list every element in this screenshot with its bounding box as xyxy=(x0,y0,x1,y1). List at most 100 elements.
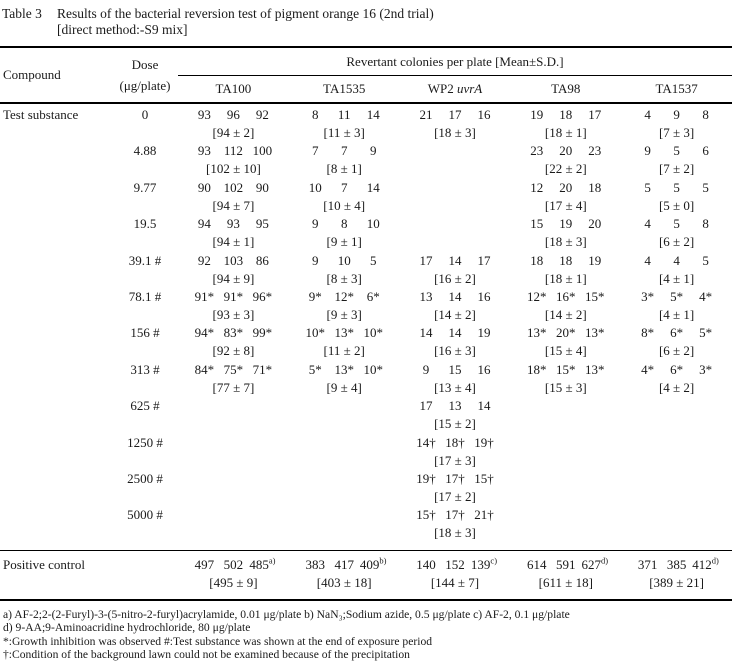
replicate-value: 6* xyxy=(366,288,380,304)
replicate-values: 4 9 8 xyxy=(621,106,732,124)
replicate-value: 103 xyxy=(223,252,244,268)
strain-group-ta100 xyxy=(178,506,289,542)
replicate-value: 9 xyxy=(369,143,377,159)
strain-group-ta98 xyxy=(510,506,621,542)
mean-sd: [18 ± 1] xyxy=(544,125,587,140)
strain-group-ta100: 91* 91* 96* [93 ± 3] xyxy=(178,288,289,324)
mean-sd: [15 ± 2] xyxy=(434,416,476,432)
strain-group-ta1535: 5* 13* 10* [9 ± 4] xyxy=(289,361,400,397)
replicate-values: 7 7 9 xyxy=(289,142,400,160)
mean-sd: [92 ± 8] xyxy=(212,343,255,359)
strain-group-ta1535 xyxy=(289,397,400,433)
table-row: 2500 # 19† 17† 15† [17 ± 2] xyxy=(0,470,732,506)
mean-sd: [9 ± 4] xyxy=(326,379,362,395)
strain-group-ta98: 13* 20* 13* [15 ± 4] xyxy=(510,324,621,360)
table-row: 1250 # 14† 18† 19† [17 ± 3] xyxy=(0,434,732,470)
compound-cell xyxy=(0,397,112,433)
dose-cell: 1250 # xyxy=(127,434,163,450)
replicate-values: 140 152 139c) xyxy=(400,556,511,574)
footnote-marker-superscript: b) xyxy=(379,555,387,566)
strain-group-ta1535 xyxy=(289,434,400,470)
replicate-values: 5* 13* 10* xyxy=(289,361,400,379)
strain-group-ta1537: 4 9 8 [7 ± 3] xyxy=(621,106,732,142)
strain-group-ta1537: 9 5 6 [7 ± 2] xyxy=(621,142,732,178)
replicate-value: 591 xyxy=(556,556,576,572)
replicate-value: 19† xyxy=(416,470,436,486)
replicate-values: 8* 6* 5* xyxy=(621,324,732,342)
replicate-value: 14 xyxy=(448,288,462,304)
replicate-value: 96* xyxy=(252,288,273,304)
mean-sd: [15 ± 4] xyxy=(544,343,587,359)
table-caption: Results of the bacterial reversion test … xyxy=(57,6,732,38)
compound-cell xyxy=(0,361,112,397)
strain-group-ta100 xyxy=(178,397,289,433)
replicate-value: 4 xyxy=(644,216,651,232)
replicate-value: 9 xyxy=(311,216,319,232)
strain-group-ta98: 12 20 18 [17 ± 4] xyxy=(510,179,621,215)
replicate-value: 10 xyxy=(308,179,322,195)
mean-sd: [16 ± 2] xyxy=(434,270,476,286)
replicate-value: 21† xyxy=(474,507,494,523)
replicate-value: 18 xyxy=(559,107,573,122)
strain-group-wp2-uvra: 15† 17† 21† [18 ± 3] xyxy=(400,506,511,542)
strain-group-ta1537: 8* 6* 5* [6 ± 2] xyxy=(621,324,732,360)
mean-sd: [16 ± 3] xyxy=(434,343,476,359)
replicate-value: 20* xyxy=(556,325,576,341)
replicate-value: 5 xyxy=(673,143,680,159)
mean-sd: [9 ± 1] xyxy=(326,234,362,250)
strain-group-ta98: 18* 15* 13* [15 ± 3] xyxy=(510,361,621,397)
replicate-value: 17† xyxy=(445,507,465,523)
replicate-value: 9 xyxy=(422,361,430,377)
replicate-value: 16 xyxy=(477,361,491,377)
strain-group-ta98: 12* 16* 15* [14 ± 2] xyxy=(510,288,621,324)
table-body: Test substance 0 93 96 92 [94 ± 2] 8 11 14 [11 ± … xyxy=(0,104,732,550)
replicate-values: 19 18 17 xyxy=(510,106,621,124)
mean-sd: [11 ± 2] xyxy=(323,343,365,359)
replicate-value: 9 xyxy=(673,107,680,122)
dose-cell: 39.1 # xyxy=(128,252,162,268)
dose-cell: 313 # xyxy=(130,361,160,377)
replicate-values: 15 19 20 xyxy=(510,215,621,233)
replicate-value: 140 xyxy=(416,556,436,572)
strain-group-ta98: 614 591 627d) [611 ± 18] xyxy=(510,556,621,592)
replicate-value: 14 xyxy=(419,325,433,341)
strain-group-wp2-uvra: 17 14 17 [16 ± 2] xyxy=(400,252,511,288)
mean-sd: [94 ± 9] xyxy=(212,270,255,286)
dose-cell: 2500 # xyxy=(127,470,163,486)
replicate-values: 12* 16* 15* xyxy=(510,288,621,306)
replicate-value: 86 xyxy=(255,252,269,268)
replicate-values: 15† 17† 21† xyxy=(400,506,511,524)
strain-group-ta1535 xyxy=(289,506,400,542)
table-row: 156 #94* 83* 99* [92 ± 8] 10* 13* 10* [11 ± 2] 1… xyxy=(0,324,732,360)
replicate-value: 84* xyxy=(194,361,215,377)
replicate-value: 23 xyxy=(530,143,544,159)
replicate-value: 6 xyxy=(702,143,709,159)
replicate-value: 91* xyxy=(223,288,244,304)
replicate-value: 5 xyxy=(702,179,709,195)
strain-group-wp2-uvra xyxy=(400,215,511,251)
replicate-value: 8 xyxy=(311,107,319,122)
replicate-values: 8 11 14 xyxy=(289,106,400,124)
replicate-value: 15 xyxy=(448,361,462,377)
mean-sd: [403 ± 18] xyxy=(316,574,372,590)
compound-cell xyxy=(0,434,112,470)
footnote-line-4: †:Condition of the background lawn could… xyxy=(3,648,410,662)
mean-sd: [4 ± 1] xyxy=(658,306,695,322)
replicate-value: 18 xyxy=(559,252,573,268)
replicate-value: 383 xyxy=(305,556,325,572)
strain-group-wp2-uvra: 13 14 16 [14 ± 2] xyxy=(400,288,511,324)
replicate-value: 20 xyxy=(588,216,602,232)
mean-sd: [94 ± 7] xyxy=(212,197,255,213)
mean-sd: [17 ± 4] xyxy=(544,197,587,213)
strain-group-ta98: 23 20 23 [22 ± 2] xyxy=(510,142,621,178)
replicate-value: 5 xyxy=(644,179,651,195)
mean-sd: [77 ± 7] xyxy=(212,379,255,395)
strain-group-ta1535: 8 11 14 [11 ± 3] xyxy=(289,106,400,142)
replicate-value: 71* xyxy=(252,361,273,377)
replicate-value: 7 xyxy=(340,179,348,195)
strain-group-ta1537 xyxy=(621,397,732,433)
strain-group-ta1535: 10 7 14 [10 ± 4] xyxy=(289,179,400,215)
replicate-value: 3* xyxy=(699,361,713,377)
replicate-value: 13* xyxy=(334,325,354,341)
